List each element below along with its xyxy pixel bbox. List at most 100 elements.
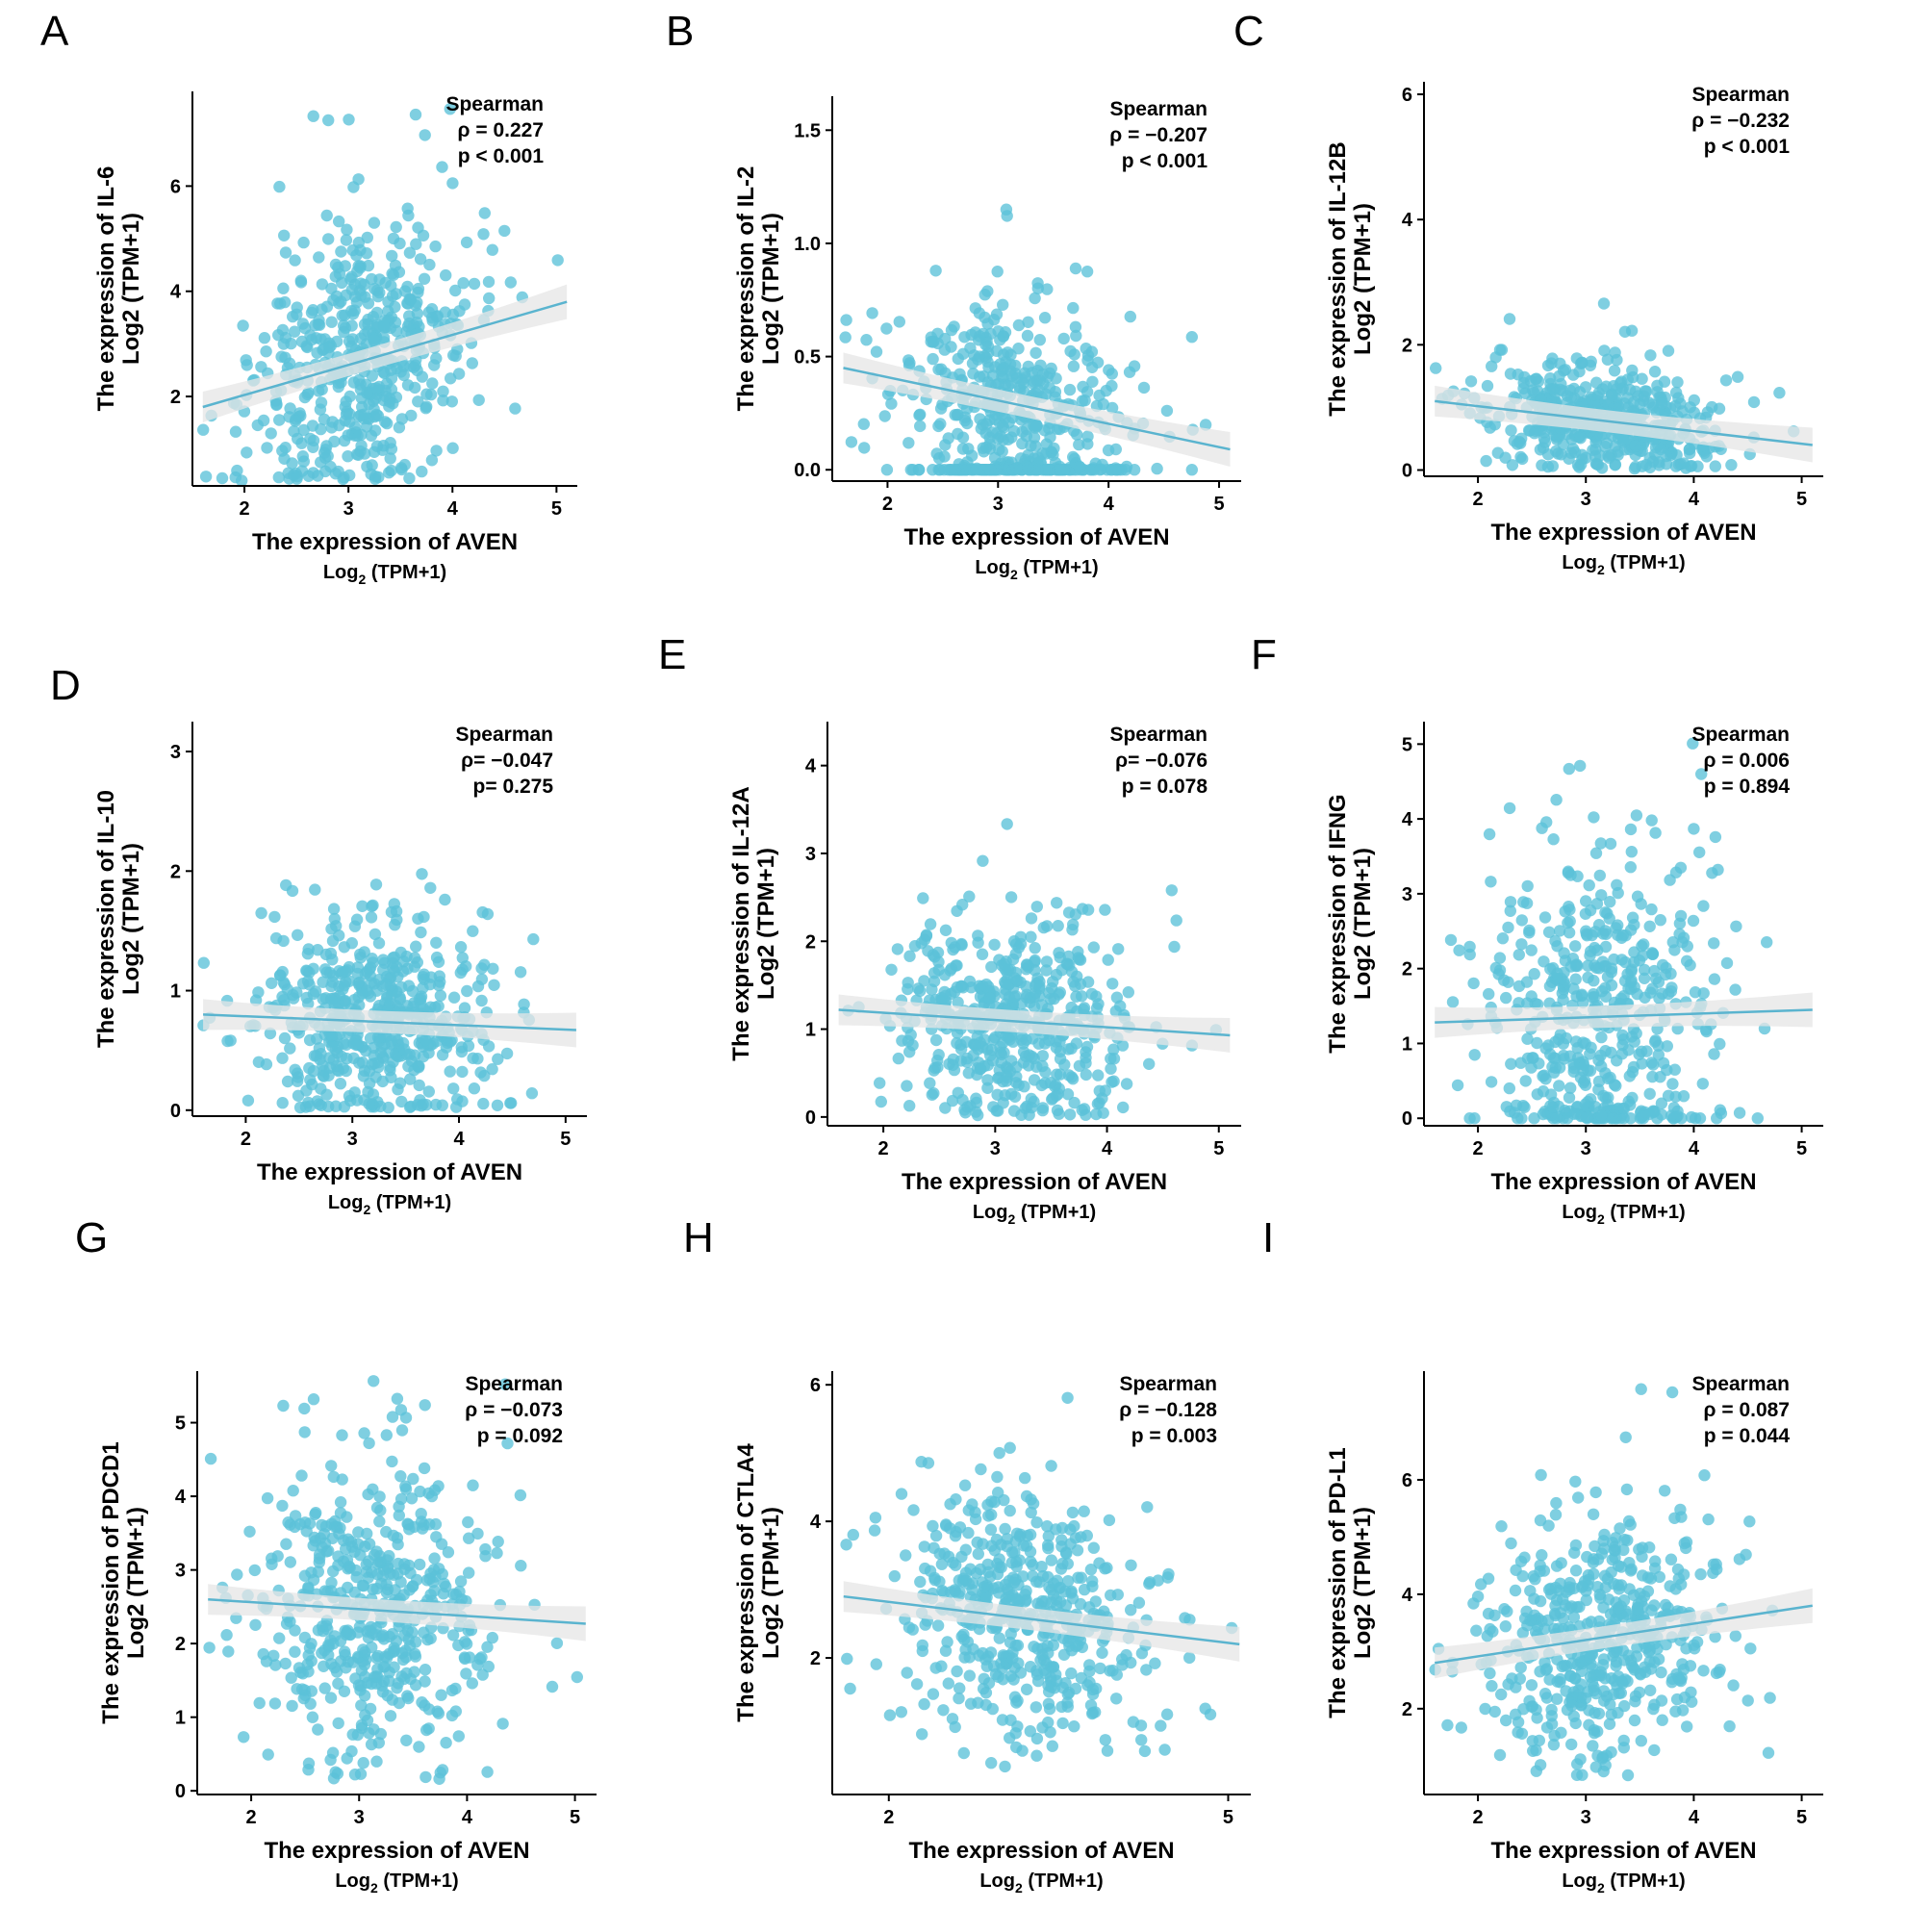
data-point [1615,1675,1628,1688]
data-point [278,1031,292,1045]
data-point [1681,1720,1693,1733]
data-point [924,1565,937,1577]
data-point [1514,437,1527,449]
data-point [1063,383,1077,396]
data-point [1636,1541,1649,1554]
data-point [449,284,462,297]
data-point [406,984,419,998]
data-point [389,1584,401,1596]
data-point [463,1532,475,1544]
data-point [939,924,953,936]
data-point [404,1073,417,1085]
data-point [430,352,443,365]
data-point [329,1766,342,1778]
data-point [312,944,324,956]
data-point [394,1077,407,1089]
data-point [468,1082,481,1095]
panel-letter-i: I [1262,1214,1275,1261]
data-point [440,1737,452,1749]
data-point [238,1731,250,1744]
data-point [341,1511,353,1523]
data-point [312,1624,325,1637]
data-point [1696,1078,1709,1090]
data-point [286,457,298,470]
data-point [293,1101,307,1114]
x-tick-label: 4 [1689,1807,1700,1828]
data-point [414,1558,426,1571]
data-point [306,1078,318,1091]
data-point [979,289,991,301]
data-point [1587,1740,1599,1752]
data-point [1608,953,1620,966]
data-point [1563,762,1575,776]
data-point [1116,1039,1130,1052]
data-point [1106,401,1119,415]
data-point [1708,937,1720,950]
data-point [1595,462,1609,474]
data-point [1066,1506,1080,1519]
data-point [1057,1632,1070,1644]
data-point [1007,424,1021,438]
data-point [1007,1673,1020,1686]
data-point [1668,1063,1681,1076]
data-point [289,415,302,427]
data-point [1583,1718,1595,1731]
data-point [372,937,386,950]
data-point [997,298,1009,311]
data-point [902,437,915,449]
data-point [327,293,340,307]
data-point [419,1399,431,1412]
data-point [1062,906,1076,919]
data-point [1530,372,1543,385]
data-point [1550,1496,1563,1510]
data-point [966,1577,979,1590]
data-point [902,982,914,996]
data-point [405,409,418,422]
data-point [1005,1556,1018,1569]
data-point [402,1633,415,1645]
data-point [1094,464,1106,476]
y-tick-label: 0 [175,1781,186,1802]
data-point [1627,395,1640,409]
data-point [866,307,878,319]
data-point [277,282,290,294]
data-point [261,1491,274,1505]
data-point [1708,973,1721,985]
data-point [1027,1497,1040,1510]
data-point [1648,366,1662,378]
data-point [1122,986,1134,999]
data-point [1594,1049,1607,1062]
data-point [916,1728,928,1741]
data-point [1674,1503,1687,1516]
data-point [1066,924,1079,936]
data-point [1545,357,1558,369]
data-point [917,892,929,904]
data-point [881,388,895,400]
data-point [1592,962,1606,975]
data-point [893,316,905,328]
data-point [1590,376,1603,389]
data-point [432,1707,445,1719]
data-point [1514,1661,1527,1674]
data-point [1602,1072,1614,1085]
data-point [251,419,264,432]
data-point [328,435,341,448]
data-point [1702,1513,1715,1526]
data-point [1050,372,1062,385]
data-point [1185,331,1198,344]
data-point [288,425,300,438]
data-point [1010,1060,1023,1074]
data-point [1681,954,1693,967]
data-point [369,878,383,891]
data-point [1599,940,1613,954]
y-tick-label: 1 [1402,1033,1412,1055]
data-point [1647,1702,1660,1716]
data-point [957,1746,970,1760]
data-point [1629,1690,1642,1702]
data-point [488,979,500,991]
data-point [1574,1071,1588,1084]
data-point [1480,454,1492,468]
data-point [1645,903,1658,916]
data-point [1073,438,1085,451]
data-point [416,370,428,383]
